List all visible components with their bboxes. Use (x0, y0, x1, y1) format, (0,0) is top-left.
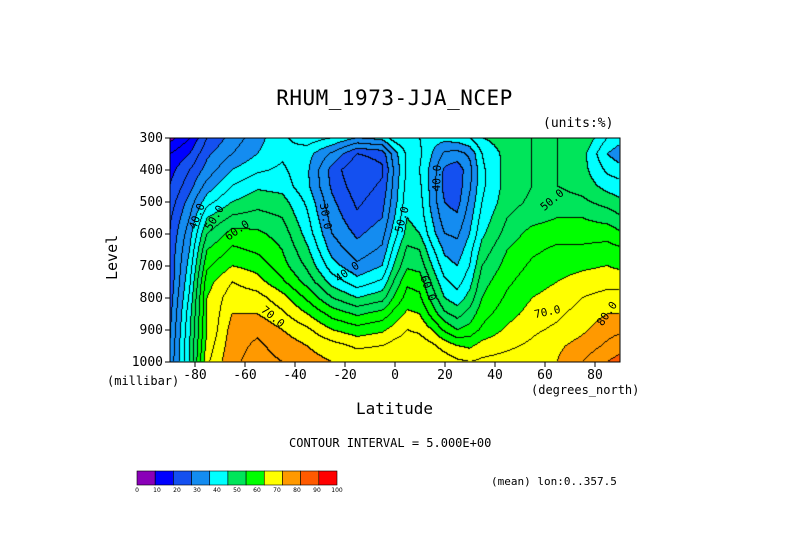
x-tick-label: -60 (233, 368, 256, 383)
colorbar-swatch (136, 470, 156, 486)
contour-field (170, 138, 620, 362)
y-tick-label: 1000 (132, 355, 163, 370)
y-tick-label: 300 (140, 131, 163, 146)
colorbar-swatch (318, 470, 338, 486)
x-tick-label: -40 (283, 368, 306, 383)
x-tick-label: 20 (437, 368, 453, 383)
colorbar-label: 60 (253, 487, 261, 494)
y-tick-label: 400 (140, 163, 163, 178)
colorbar-label: 10 (153, 487, 161, 494)
contour-label: 30.0 (317, 202, 334, 230)
y-tick-label: 700 (140, 259, 163, 274)
colorbar-swatch (282, 470, 301, 486)
contour-interval-note: CONTOUR INTERVAL = 5.000E+00 (289, 436, 492, 450)
colorbar-label: 40 (213, 487, 221, 494)
chart-title: RHUM_1973-JJA_NCEP (276, 86, 513, 110)
x-axis-unit: (degrees_north) (531, 383, 640, 397)
colorbar-swatch (300, 470, 320, 486)
contour-label: 70.0 (533, 303, 562, 321)
y-tick-label: 800 (140, 291, 163, 306)
units-note: (units:%) (543, 116, 614, 131)
colorbar-swatch (209, 470, 229, 486)
colorbar-label: 70 (273, 487, 281, 494)
colorbar-swatch (263, 470, 283, 486)
colorbar-swatch (227, 470, 247, 486)
y-tick-label: 500 (140, 195, 163, 210)
colorbar-label: 20 (173, 487, 181, 494)
x-tick-label: 40 (487, 368, 503, 383)
contour-label: 40.0 (430, 165, 444, 192)
colorbar-label: 90 (313, 487, 321, 494)
x-tick-label: 80 (587, 368, 603, 383)
x-tick-label: -80 (183, 368, 206, 383)
colorbar-label: 30 (193, 487, 201, 494)
y-tick-label: 600 (140, 227, 163, 242)
colorbar-label: 100 (331, 487, 343, 494)
x-tick-label: -20 (333, 368, 356, 383)
y-tick-label: 900 (140, 323, 163, 338)
x-axis-label: Latitude (355, 399, 434, 418)
colorbar-swatch (154, 470, 174, 486)
x-tick-label: 0 (391, 368, 399, 383)
y-axis-unit: (millibar) (107, 374, 180, 388)
mean-longitude-note: (mean) lon:0..357.5 (491, 475, 617, 488)
x-tick-label: 60 (537, 368, 553, 383)
colorbar-label: 50 (233, 487, 241, 494)
colorbar-swatch (245, 470, 265, 486)
colorbar-swatch (191, 470, 211, 486)
colorbar-swatch (173, 470, 192, 486)
colorbar-label: 0 (135, 487, 139, 494)
colorbar-label: 80 (293, 487, 301, 494)
